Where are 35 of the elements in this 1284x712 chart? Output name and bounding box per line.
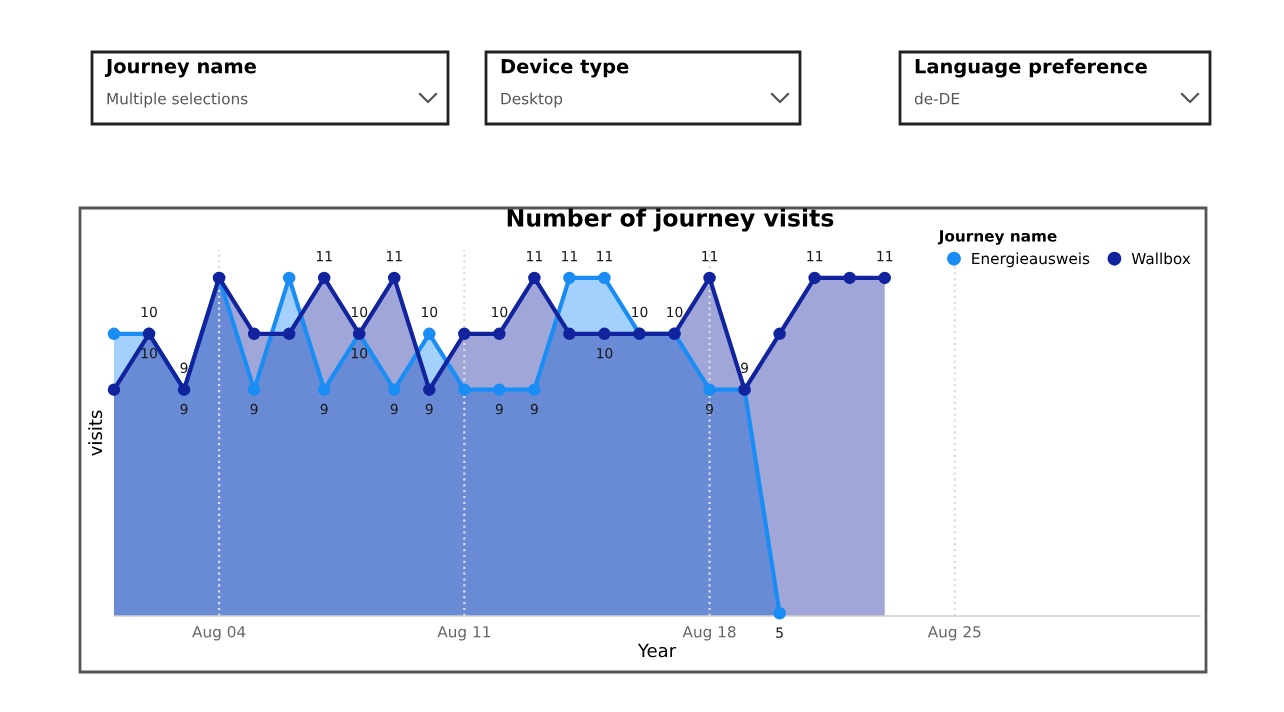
point	[808, 271, 821, 285]
text: Language preference	[915, 58, 1147, 78]
point	[388, 383, 401, 396]
point	[598, 327, 611, 341]
point	[107, 383, 121, 396]
point	[703, 383, 716, 396]
point	[878, 271, 891, 285]
point	[458, 327, 471, 341]
point	[247, 327, 261, 341]
point	[282, 327, 296, 341]
point	[247, 383, 261, 396]
point	[107, 327, 121, 341]
point	[493, 327, 506, 341]
point	[458, 383, 471, 396]
point	[598, 271, 611, 285]
text: Device type	[501, 58, 629, 78]
point	[423, 383, 436, 396]
x-axis-title: Year	[637, 643, 677, 658]
point	[528, 383, 541, 396]
point	[563, 271, 576, 285]
point	[843, 271, 856, 285]
point	[703, 271, 716, 285]
point	[317, 383, 331, 396]
y-axis-title: visits	[88, 410, 103, 456]
point	[388, 271, 401, 285]
text: Journey name	[104, 59, 256, 78]
point	[528, 271, 541, 285]
point	[493, 383, 506, 396]
point	[282, 271, 296, 285]
point	[317, 271, 331, 285]
point	[423, 327, 436, 341]
point	[773, 327, 786, 341]
point	[773, 606, 786, 620]
chart-title: Number of journey visits	[507, 208, 834, 232]
point	[563, 327, 576, 341]
